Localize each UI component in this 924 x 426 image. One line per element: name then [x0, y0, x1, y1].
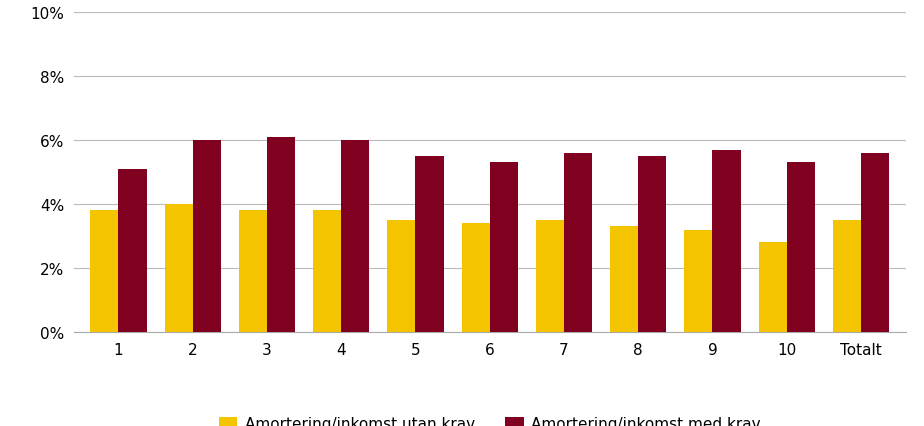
- Bar: [267, 137, 295, 332]
- Bar: [536, 221, 564, 332]
- Bar: [238, 211, 267, 332]
- Bar: [461, 224, 490, 332]
- Bar: [313, 211, 341, 332]
- Bar: [564, 153, 592, 332]
- Bar: [638, 156, 666, 332]
- Bar: [341, 141, 370, 332]
- Bar: [490, 163, 518, 332]
- Bar: [610, 227, 638, 332]
- Bar: [118, 170, 147, 332]
- Bar: [786, 163, 815, 332]
- Bar: [193, 141, 221, 332]
- Bar: [833, 221, 861, 332]
- Bar: [759, 243, 786, 332]
- Bar: [91, 211, 118, 332]
- Bar: [685, 230, 712, 332]
- Bar: [387, 221, 416, 332]
- Bar: [416, 156, 444, 332]
- Bar: [164, 204, 193, 332]
- Bar: [861, 153, 889, 332]
- Bar: [712, 150, 741, 332]
- Legend: Amortering/inkomst utan krav, Amortering/inkomst med krav: Amortering/inkomst utan krav, Amortering…: [213, 410, 767, 426]
